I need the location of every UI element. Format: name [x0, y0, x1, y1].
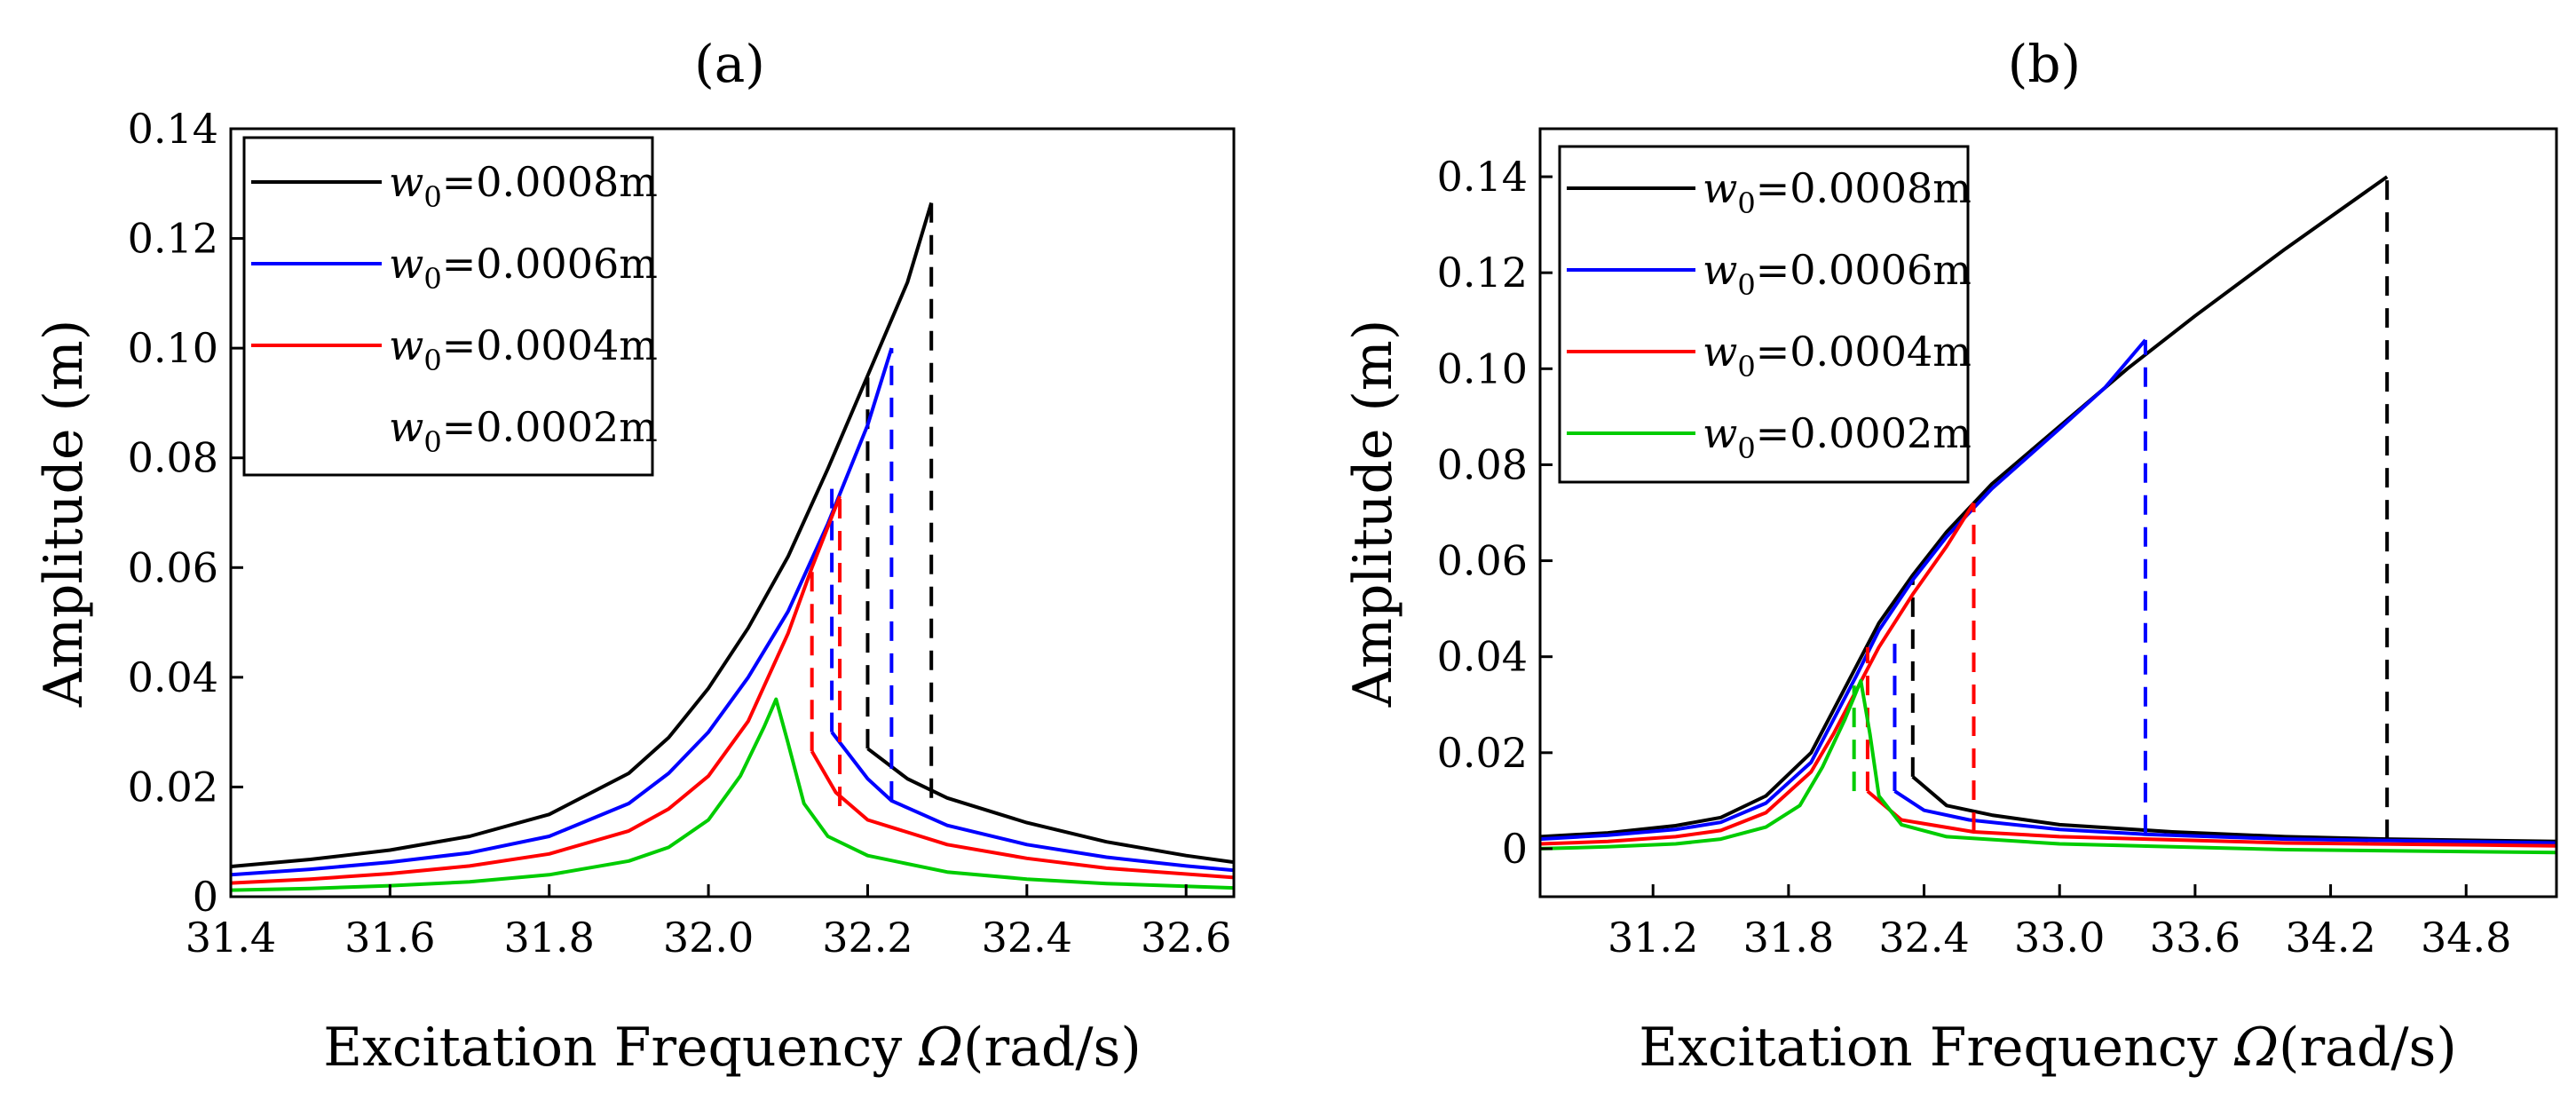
- ytick-label: 0.14: [128, 105, 218, 153]
- legend-item: w0=0.0004m: [1567, 328, 1972, 384]
- xtick-label: 31.8: [504, 914, 595, 962]
- legend-item: w0=0.0002m: [1567, 409, 1972, 465]
- ytick-label: 0.08: [1437, 440, 1528, 488]
- xtick-label: 34.8: [2421, 914, 2511, 962]
- series-w0=0.0008m-lower-branch: [1911, 775, 2556, 843]
- legend-label: w0=0.0008m: [1703, 164, 1972, 220]
- ytick-label: 0.04: [128, 653, 218, 701]
- xtick-label: 32.2: [822, 914, 913, 962]
- legend-label: w0=0.0002m: [389, 403, 658, 459]
- ytick-label: 0: [1502, 825, 1528, 873]
- xtick-label: 31.8: [1743, 914, 1834, 962]
- legend-item: w0=0.0002m: [389, 403, 658, 459]
- legend-label: w0=0.0006m: [389, 240, 658, 296]
- ytick-label: 0.10: [128, 324, 218, 372]
- legend-item: w0=0.0006m: [251, 240, 658, 296]
- xtick-label: 31.4: [186, 914, 276, 962]
- legend-item: w0=0.0008m: [1567, 164, 1972, 220]
- panel-a-plot-frame: [229, 127, 1236, 898]
- ytick-label: 0.02: [128, 763, 218, 811]
- xtick-label: 32.4: [982, 914, 1072, 962]
- series-w0=0.0002m: [1540, 678, 2556, 855]
- xtick-label: 33.6: [2150, 914, 2240, 962]
- panel-b-legend-box: [1558, 145, 1970, 484]
- panel-a-ticks: 31.4 31.6 31.8 32.0 32.2 32.4 32.6 0 0.02 0.04 0.0…: [128, 105, 1232, 962]
- series-w0=0.0002m-curve-branch: [231, 697, 1234, 892]
- panel-a-title: (a): [694, 34, 765, 94]
- legend-label: w0=0.0004m: [389, 321, 658, 377]
- panel-b-plot-frame: [1538, 127, 2558, 898]
- xtick-label: 34.2: [2285, 914, 2375, 962]
- panel-b-ticks: 31.2 31.8 32.4 33.0 33.6 34.2 34.8 0 0.02 0.04 0.0…: [1437, 153, 2512, 962]
- xtick-label: 31.2: [1608, 914, 1698, 962]
- series-w0=0.0008m-upper-branch: [231, 202, 934, 868]
- series-w0=0.0008m-lower-branch: [866, 747, 1234, 865]
- ytick-label: 0.06: [1437, 537, 1528, 585]
- panel-b-chart: (b) 31.2 31.8 32.4 33.0 33.6 34.2 34.8 0 0.02 0.0…: [1342, 34, 2558, 1079]
- series-w0=0.0006m: [1540, 338, 2556, 845]
- ytick-label: 0: [193, 873, 218, 921]
- panel-a-legend-box: [242, 136, 654, 477]
- ytick-label: 0.12: [1437, 249, 1528, 297]
- legend-label: w0=0.0002m: [1703, 409, 1972, 465]
- ytick-label: 0.06: [128, 543, 218, 591]
- panel-a-series: [231, 202, 1234, 892]
- panel-a-legend: w0=0.0008m w0=0.0006m w0=0.0004m w0=0.0002m: [242, 136, 658, 477]
- ytick-label: 0.02: [1437, 729, 1528, 777]
- series-w0=0.0006m-lower-branch: [830, 731, 1234, 873]
- legend-item: w0=0.0006m: [1567, 246, 1972, 302]
- series-w0=0.0002m: [231, 697, 1234, 892]
- legend-label: w0=0.0008m: [389, 158, 658, 214]
- xtick-label: 32.0: [663, 914, 754, 962]
- xtick-label: 31.6: [344, 914, 435, 962]
- legend-label: w0=0.0006m: [1703, 246, 1972, 302]
- panel-b-title: (b): [2008, 34, 2081, 94]
- series-w0=0.0008m-upper-branch: [1540, 175, 2389, 839]
- ytick-label: 0.08: [128, 434, 218, 482]
- series-w0=0.0004m-upper-branch: [1540, 502, 1976, 846]
- series-w0=0.0004m-lower-branch: [810, 750, 1234, 880]
- panel-a-xlabel: Excitation Frequency Ω(rad/s): [323, 1017, 1141, 1079]
- ytick-label: 0.10: [1437, 344, 1528, 392]
- legend-item: w0=0.0008m: [251, 158, 658, 214]
- panel-b-legend: w0=0.0008m w0=0.0006m w0=0.0004m w0=0.0002m: [1558, 145, 1972, 484]
- series-w0=0.0008m: [231, 202, 1234, 868]
- panel-a-chart: (a) 31.4 31.6 31.8 32.0 32.2 32.4 32.6 0 0.02 0.0…: [33, 34, 1236, 1079]
- panel-b-xlabel: Excitation Frequency Ω(rad/s): [1639, 1017, 2456, 1079]
- series-w0=0.0004m: [231, 495, 1234, 885]
- ytick-label: 0.12: [128, 215, 218, 263]
- xtick-label: 32.4: [1878, 914, 1969, 962]
- legend-label: w0=0.0004m: [1703, 328, 1972, 384]
- ytick-label: 0.14: [1437, 153, 1528, 201]
- series-w0=0.0006m-lower-branch: [1893, 789, 2556, 845]
- ytick-label: 0.04: [1437, 633, 1528, 681]
- series-w0=0.0004m-upper-branch: [231, 495, 842, 885]
- xtick-label: 32.6: [1141, 914, 1231, 962]
- panel-b-series: [1540, 175, 2556, 855]
- series-w0=0.0004m: [1540, 502, 2556, 848]
- legend-item: w0=0.0004m: [251, 321, 658, 377]
- series-w0=0.0002m-curve-branch: [1540, 678, 2556, 855]
- panel-b-ylabel: Amplitude (m): [1342, 320, 1404, 708]
- xtick-label: 33.0: [2014, 914, 2105, 962]
- panel-a-ylabel: Amplitude (m): [33, 320, 95, 708]
- series-w0=0.0006m-upper-branch: [1540, 338, 2147, 842]
